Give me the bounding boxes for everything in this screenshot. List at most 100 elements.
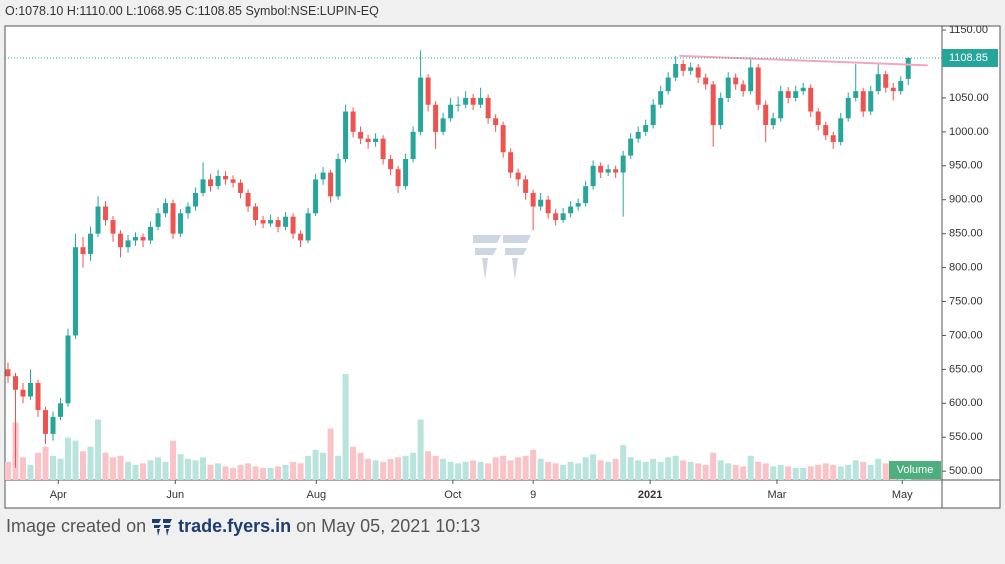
volume-bar (95, 419, 102, 480)
y-tick-label: 900.00 (949, 194, 983, 206)
volume-bar (162, 461, 169, 480)
candle-body (770, 118, 776, 126)
volume-bar (650, 458, 657, 480)
candle-body (320, 172, 326, 180)
candle-body (830, 135, 836, 143)
candle-body (253, 206, 259, 221)
volume-bar (642, 461, 649, 480)
candle-body (328, 172, 334, 197)
candle-body (658, 91, 664, 105)
candle-body (538, 199, 544, 207)
volume-bar (860, 461, 867, 480)
candle-body (673, 64, 679, 78)
candle-body (643, 125, 649, 132)
volume-bar (552, 463, 559, 480)
candle-body (148, 226, 154, 241)
candle-body (845, 97, 851, 119)
volume-bar (485, 463, 492, 480)
candle-body (215, 175, 221, 187)
candle-body (140, 237, 146, 241)
candle-body (523, 179, 529, 193)
candle-body (650, 104, 656, 126)
candle-body (20, 389, 26, 397)
candle-body (230, 179, 236, 183)
candle-body (88, 233, 94, 255)
candle-body (628, 138, 634, 156)
candle-body (883, 74, 889, 88)
volume-bar (365, 458, 372, 480)
candle-body (95, 206, 101, 234)
price-tag-label: 1108.85 (949, 52, 988, 64)
volume-bar (20, 457, 27, 480)
volume-bar (582, 457, 589, 480)
volume-bar (50, 455, 57, 480)
volume-bar (845, 464, 852, 480)
volume-bar (215, 463, 222, 480)
candle-body (395, 169, 401, 187)
candle-body (35, 382, 41, 411)
candle-body (620, 155, 626, 173)
volume-bar (875, 458, 882, 480)
candle-body (800, 87, 806, 92)
volume-bar (252, 466, 259, 480)
brand-link[interactable]: trade.fyers.in (178, 516, 292, 536)
volume-bar (687, 461, 694, 480)
candle-body (298, 233, 304, 241)
volume-bar (440, 458, 447, 480)
volume-bar (140, 463, 147, 480)
volume-bar (177, 454, 184, 480)
volume-bar (410, 452, 417, 480)
volume-bar (275, 466, 282, 480)
volume-bar (852, 460, 859, 480)
volume-bar (57, 458, 64, 480)
volume-bar (740, 466, 747, 480)
candle-body (860, 91, 866, 112)
volume-bar (462, 461, 469, 480)
candle-body (125, 240, 131, 248)
ohlc-header: O:1078.10 H:1110.00 L:1068.95 C:1108.85 … (5, 4, 379, 18)
candle-body (575, 203, 581, 207)
candle-body (268, 220, 274, 224)
candle-body (455, 104, 461, 106)
candle-body (275, 220, 281, 227)
volume-bar (882, 463, 889, 480)
chart-frame (4, 25, 1001, 509)
volume-bar (380, 461, 387, 480)
volume-bar (530, 449, 537, 480)
candle-body (448, 104, 454, 119)
y-tick-label: 1000.00 (949, 126, 989, 138)
volume-bar (245, 463, 252, 480)
volume-bar (387, 458, 394, 480)
candle-body (598, 165, 604, 173)
candle-body (133, 237, 139, 241)
volume-bar (732, 464, 739, 480)
candle-body (185, 206, 191, 214)
volume-bar (537, 458, 544, 480)
volume-bar (830, 464, 837, 480)
candle-body (793, 91, 799, 98)
y-tick-label: 950.00 (949, 160, 983, 172)
candle-body (238, 182, 244, 193)
candle-body (605, 169, 611, 173)
volume-bar (125, 461, 132, 480)
candle-body (425, 77, 431, 105)
volume-bar (110, 457, 117, 480)
candle-body (335, 159, 341, 197)
candle-body (853, 91, 859, 98)
volume-bar (267, 467, 274, 480)
volume-bar (65, 437, 72, 480)
volume-bar (560, 464, 567, 480)
volume-bar (785, 466, 792, 480)
candle-body (635, 131, 641, 139)
volume-bar (590, 454, 597, 480)
x-tick-label: Apr (50, 489, 67, 501)
candle-body (5, 369, 11, 377)
candle-body (178, 213, 184, 234)
volume-bar (425, 451, 432, 480)
candle-body (245, 192, 251, 207)
candle-body (170, 203, 176, 234)
volume-bar (297, 463, 304, 480)
candle-body (530, 192, 536, 207)
watermark (473, 235, 531, 280)
